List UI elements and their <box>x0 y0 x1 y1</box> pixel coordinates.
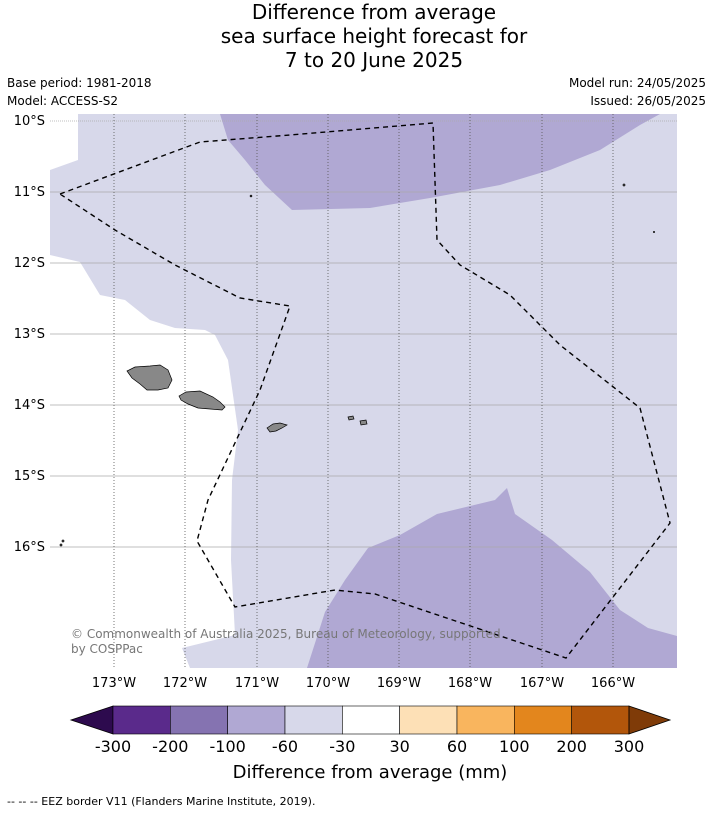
info-left: Base period: 1981-2018 Model: ACCESS-S2 <box>7 74 152 110</box>
lat-label-11s: 11°S <box>14 185 45 200</box>
colorbar-box <box>456 705 515 735</box>
islet-2 <box>622 183 626 187</box>
lon-label-166w: 166°W <box>591 676 635 691</box>
lat-label-10s: 10°S <box>14 114 45 129</box>
eez-footnote: -- -- -- EEZ border V11 (Flanders Marine… <box>7 795 316 808</box>
map-plot-area: © Commonwealth of Australia 2025, Bureau… <box>50 114 677 668</box>
copyright-line-2: by COSPPac <box>71 642 143 656</box>
longitude-gridlines <box>113 114 614 668</box>
colorbar-box <box>342 705 400 735</box>
colorbar-tick-label: 60 <box>447 737 467 756</box>
island-savaii <box>126 364 173 391</box>
lon-label-170w: 170°W <box>306 676 350 691</box>
colorbar-box <box>571 705 630 735</box>
lon-label-172w: 172°W <box>163 676 207 691</box>
info-right: Model run: 24/05/2025 Issued: 26/05/2025 <box>569 74 706 110</box>
islet-3 <box>652 230 656 234</box>
colorbar-tick-label: -30 <box>329 737 355 756</box>
longitude-labels: 173°W 172°W 171°W 170°W 169°W 168°W 167°… <box>92 676 635 691</box>
title-line-2: sea surface height forecast for <box>220 24 528 48</box>
islet-1 <box>249 194 253 198</box>
colorbar-tick-label: -60 <box>272 737 298 756</box>
island-upolu <box>178 390 226 411</box>
colorbar-tick-label: -100 <box>210 737 246 756</box>
colorbar-box <box>514 705 572 735</box>
base-period-text: Base period: 1981-2018 <box>7 76 152 90</box>
lat-label-16s: 16°S <box>14 540 45 555</box>
colorbar-tick-label: 30 <box>389 737 409 756</box>
colorbar-tick-label: -200 <box>152 737 188 756</box>
lat-label-14s: 14°S <box>14 398 45 413</box>
island-ofu <box>347 415 355 421</box>
lon-label-171w: 171°W <box>235 676 279 691</box>
eez-border-samoa <box>58 122 671 659</box>
colorbar-box <box>170 705 228 735</box>
model-text: Model: ACCESS-S2 <box>7 94 119 108</box>
title-line-3: 7 to 20 June 2025 <box>284 48 464 72</box>
colorbar-box <box>284 705 343 735</box>
copyright-line-1: © Commonwealth of Australia 2025, Bureau… <box>71 627 501 641</box>
lon-label-169w: 169°W <box>377 676 421 691</box>
latitude-gridlines <box>50 120 677 548</box>
anomaly-band-minus100-minus60-south <box>307 488 677 668</box>
lat-label-15s: 15°S <box>14 469 45 484</box>
colorbar-tick-labels: -300 -200 -100 -60 -30 30 60 100 200 300 <box>95 737 644 756</box>
island-tutuila <box>266 422 288 433</box>
lon-label-167w: 167°W <box>520 676 564 691</box>
colorbar-label: Difference from average (mm) <box>233 762 508 783</box>
colorbar-extend-high <box>628 705 672 735</box>
islet-5 <box>59 543 63 547</box>
island-tau <box>359 419 368 426</box>
colorbar-tick-label: 200 <box>556 737 587 756</box>
colorbar-box <box>399 705 458 735</box>
latitude-labels: 10°S 11°S 12°S 13°S 14°S 15°S 16°S <box>14 114 45 555</box>
colorbar-extend-low <box>69 705 114 735</box>
islands <box>59 183 656 547</box>
lat-label-12s: 12°S <box>14 256 45 271</box>
colorbar <box>69 705 672 735</box>
model-run-text: Model run: 24/05/2025 <box>568 76 706 90</box>
lon-label-173w: 173°W <box>92 676 136 691</box>
colorbar-tick-label: -300 <box>95 737 131 756</box>
map-title: Difference from average sea surface heig… <box>0 0 713 72</box>
lat-label-13s: 13°S <box>14 327 45 342</box>
colorbar-tick-label: 100 <box>499 737 530 756</box>
lon-label-168w: 168°W <box>448 676 492 691</box>
colorbar-tick-label: 300 <box>614 737 645 756</box>
islet-4 <box>61 539 65 543</box>
colorbar-box <box>227 705 286 735</box>
anomaly-band-minus100-minus60-north <box>220 114 660 210</box>
colorbar-box <box>112 705 171 735</box>
eez-borders <box>58 122 671 659</box>
title-line-1: Difference from average <box>251 0 497 24</box>
issued-text: Issued: 26/05/2025 <box>590 94 706 108</box>
